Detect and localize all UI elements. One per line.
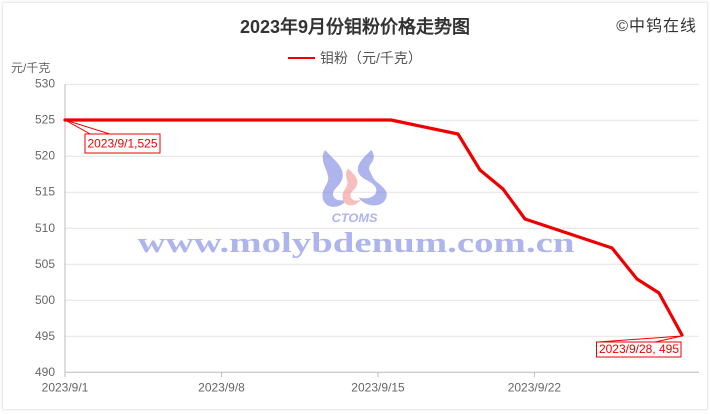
svg-text:530: 530 <box>35 77 55 91</box>
svg-text:500: 500 <box>35 293 55 307</box>
svg-text:2023/9/22: 2023/9/22 <box>508 380 562 394</box>
svg-text:2023/9/15: 2023/9/15 <box>351 380 405 394</box>
svg-text:495: 495 <box>35 329 55 343</box>
svg-text:2023/9/1: 2023/9/1 <box>42 380 89 394</box>
svg-text:510: 510 <box>35 221 55 235</box>
svg-text:www.molybdenum.com.cn: www.molybdenum.com.cn <box>138 227 575 259</box>
svg-text:2023/9/8: 2023/9/8 <box>198 380 245 394</box>
svg-text:490: 490 <box>35 365 55 379</box>
svg-text:515: 515 <box>35 185 55 199</box>
svg-text:520: 520 <box>35 149 55 163</box>
svg-text:525: 525 <box>35 113 55 127</box>
svg-text:505: 505 <box>35 257 55 271</box>
svg-text:2023/9/1,525: 2023/9/1,525 <box>87 137 157 151</box>
svg-text:CTOMS: CTOMS <box>332 212 378 225</box>
svg-text:2023/9/28, 495: 2023/9/28, 495 <box>599 342 679 356</box>
